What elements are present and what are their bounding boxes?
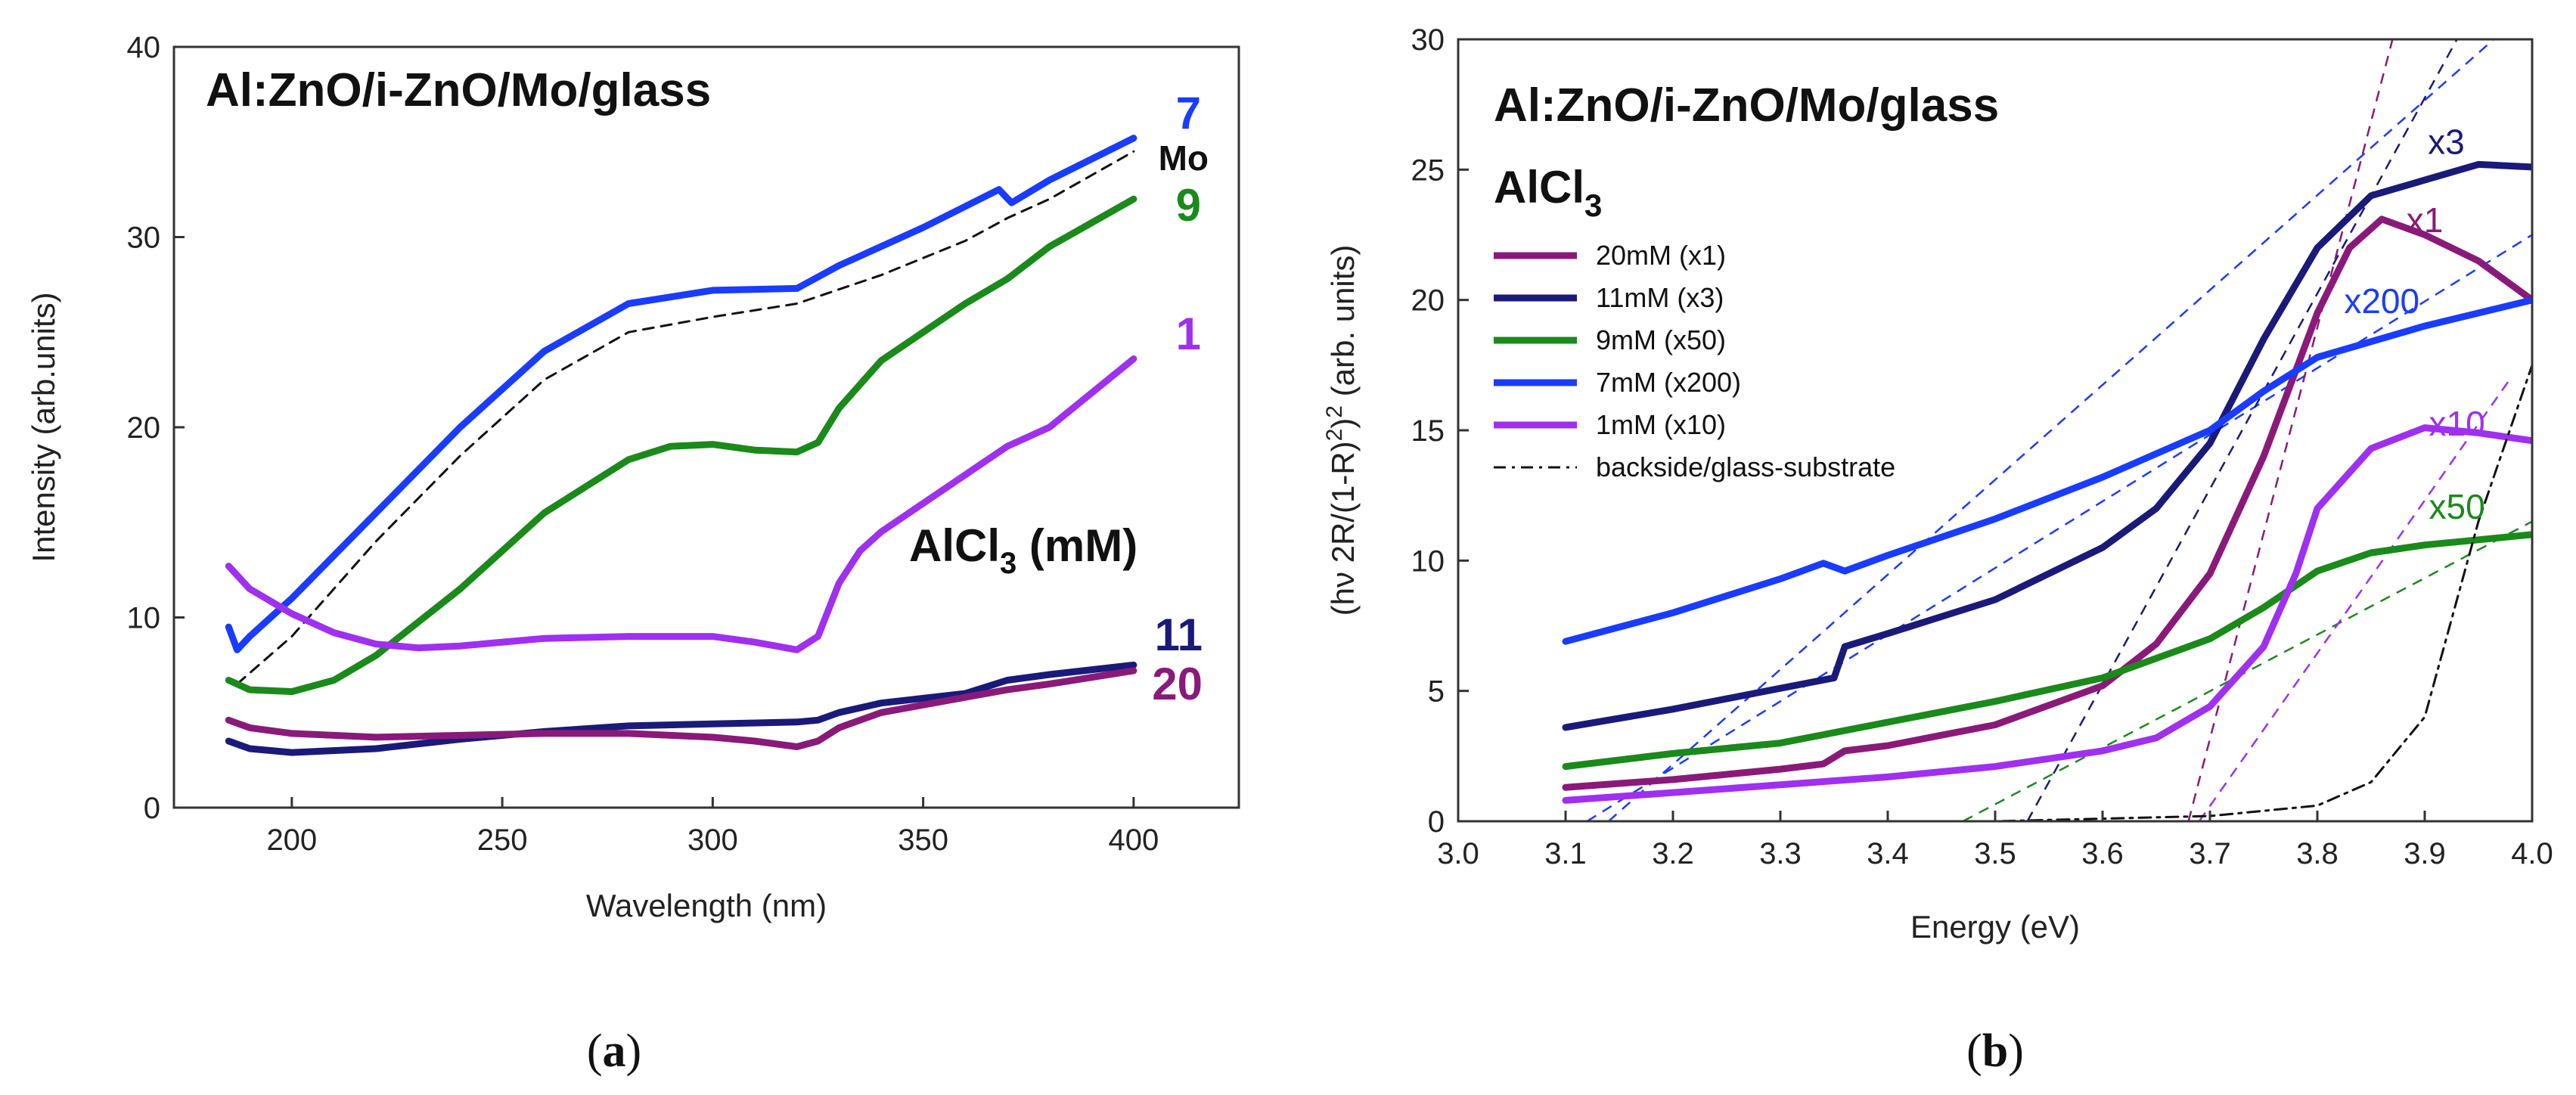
panel-a-xlabel: Wavelength (nm)	[586, 888, 827, 923]
panel-a-ylabel: Intensity (arb.units)	[26, 292, 61, 562]
multiplier-x50: x50	[2429, 487, 2485, 526]
panel-b: 3.0 3.1 3.2 3.3 3.4 3.5 3.6 3.7 3.8 3.9 4.0 0 5 10 15 2…	[1322, 23, 2553, 1077]
a-xtick-label: 200	[266, 824, 317, 857]
multiplier-x200: x200	[2344, 281, 2419, 321]
b-xtick-label: 3.8	[2296, 837, 2339, 870]
label-9: 9	[1176, 180, 1201, 231]
multiplier-x1: x1	[2407, 200, 2444, 240]
a-xtick-label: 250	[477, 824, 528, 857]
multiplier-x3: x3	[2428, 123, 2465, 162]
legend-label-11mm-x3: 11mM (x3)	[1596, 282, 1724, 313]
b-fit-line-4	[1962, 520, 2532, 821]
a-series-9	[225, 195, 1137, 696]
b-xtick-label: 3.1	[1544, 837, 1587, 870]
caption-a-open: (	[587, 1025, 603, 1077]
b-ytick-label: 5	[1428, 675, 1445, 709]
label-1: 1	[1176, 309, 1201, 359]
legend-label-9mm-x50: 9mM (x50)	[1596, 324, 1726, 355]
caption-b-open: (	[1966, 1025, 1982, 1077]
a-series-20	[225, 667, 1137, 750]
b-xtick-label: 4.0	[2511, 837, 2553, 870]
panel-b-multiplier-labels: x1 x3 x50 x200 x10	[2344, 123, 2484, 527]
b-series-backside-glass-substrate	[1458, 364, 2532, 821]
legend-label-20mm-x1: 20mM (x1)	[1596, 240, 1726, 271]
legend-label-7mm-x200: 7mM (x200)	[1596, 367, 1741, 398]
panel-b-title: Al:ZnO/i-ZnO/Mo/glass	[1494, 79, 1999, 132]
label-20: 20	[1152, 659, 1203, 709]
panel-b-ylabel: (hν 2R/(1-R)2)2 (arb. units)	[1322, 245, 1361, 616]
b-xtick-label: 3.2	[1652, 837, 1694, 870]
b-ytick-label: 25	[1411, 154, 1445, 187]
b-ytick-label: 20	[1411, 284, 1445, 318]
b-ytick-label: 10	[1411, 544, 1445, 578]
panel-b-series	[1458, 160, 2532, 821]
panel-a-title: Al:ZnO/i-ZnO/Mo/glass	[206, 64, 711, 116]
a-series-1	[225, 355, 1137, 653]
b-series-9mm-x50	[1562, 531, 2532, 771]
b-ytick-label: 15	[1411, 414, 1445, 448]
panel-a-ticks: 200 250 300 350 400 0 10 20 30 40	[127, 31, 1159, 857]
caption-a-letter: a	[603, 1025, 626, 1077]
b-fit-line-1	[1607, 39, 2496, 821]
b-ytick-label: 30	[1411, 23, 1445, 57]
a-series-11	[225, 661, 1137, 756]
multiplier-x10: x10	[2429, 404, 2485, 443]
b-series-1mm-x10	[1562, 424, 2532, 804]
panel-b-xlabel: Energy (eV)	[1910, 909, 2080, 945]
b-xtick-label: 3.6	[2081, 837, 2124, 870]
b-series-20mm-x1	[1562, 216, 2532, 791]
b-xtick-label: 3.9	[2404, 837, 2446, 870]
ylabel-b-sup-2: 2	[1322, 405, 1347, 418]
a-ytick-label: 20	[127, 411, 161, 445]
label-7: 7	[1176, 88, 1201, 138]
reagent-a-prefix: AlCl	[909, 520, 1000, 571]
a-ytick-label: 0	[144, 792, 160, 825]
panel-b-reagent: AlCl3	[1494, 162, 1602, 223]
reagent-b-subscript: 3	[1584, 188, 1602, 223]
panel-b-ticks: 3.0 3.1 3.2 3.3 3.4 3.5 3.6 3.7 3.8 3.9 4.0 0 5 10 15 2…	[1411, 23, 2553, 870]
caption-a-close: )	[626, 1025, 642, 1077]
panel-a-frame	[172, 45, 1240, 809]
b-series-7mm-x200	[1562, 296, 2532, 645]
panel-a: 200 250 300 350 400 0 10 20 30 40 Al:ZnO/i-ZnO/Mo…	[26, 31, 1240, 1077]
label-mo: Mo	[1159, 138, 1209, 178]
ylabel-b-sup-1: 2	[1322, 429, 1347, 442]
b-xtick-label: 3.7	[2189, 837, 2231, 870]
ylabel-b-part-a: (hν 2R/(1-R)	[1325, 441, 1361, 616]
a-ytick-label: 40	[127, 31, 161, 64]
b-ytick-label: 0	[1428, 805, 1445, 839]
caption-b: (b)	[1966, 1025, 2024, 1077]
a-xtick-label: 300	[687, 824, 738, 857]
a-xtick-label: 350	[898, 824, 948, 857]
panel-b-legend: 20mM (x1) 11mM (x3) 9mM (x50) 7mM (x200) 1mM…	[1494, 240, 1895, 482]
caption-a: (a)	[587, 1025, 641, 1077]
legend-label-1mm-x10: 1mM (x10)	[1596, 409, 1726, 440]
b-xtick-label: 3.5	[1974, 837, 2016, 870]
reagent-b-main: AlCl	[1494, 162, 1584, 212]
ylabel-b-part-e: (arb. units)	[1325, 245, 1361, 405]
b-xtick-label: 3.0	[1437, 837, 1479, 870]
b-fit-line-2	[1586, 234, 2532, 821]
label-11: 11	[1155, 610, 1203, 660]
ylabel-b-part-c: )	[1325, 418, 1361, 429]
a-series-7	[225, 135, 1137, 653]
b-fit-line-3	[2026, 39, 2458, 821]
b-xtick-label: 3.4	[1867, 837, 1909, 870]
caption-b-close: )	[2008, 1025, 2024, 1077]
b-xtick-label: 3.3	[1759, 837, 1802, 870]
caption-b-letter: b	[1982, 1025, 2008, 1077]
b-fit-line-6	[2198, 377, 2512, 821]
legend-label-backside-glass-substrate: backside/glass-substrate	[1596, 451, 1895, 482]
b-series-11mm-x3	[1562, 160, 2532, 731]
a-xtick-label: 400	[1108, 824, 1159, 857]
a-ytick-label: 30	[127, 222, 161, 255]
reagent-a-suffix: (mM)	[1016, 520, 1137, 571]
panel-a-series	[225, 135, 1137, 756]
panel-a-reagent-annotation: AlCl3 (mM)	[909, 520, 1137, 580]
reagent-a-subscript: 3	[1000, 547, 1016, 580]
a-series-mo	[236, 150, 1135, 685]
a-ytick-label: 10	[127, 602, 161, 635]
